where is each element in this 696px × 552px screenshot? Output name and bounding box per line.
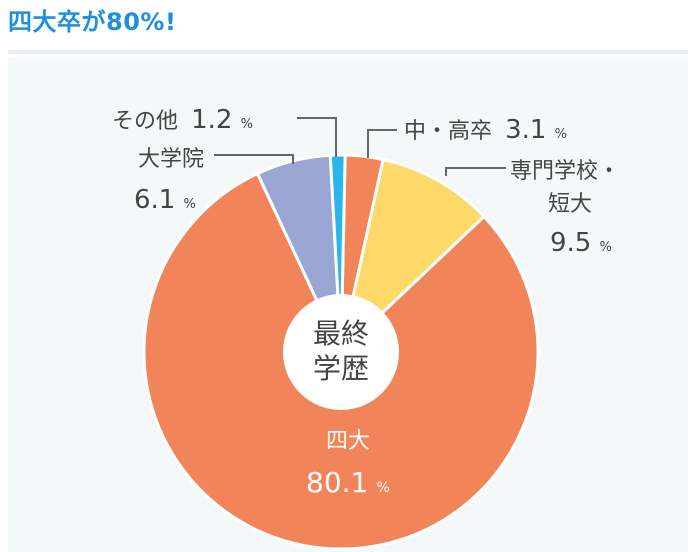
leader-line-other [297, 117, 337, 157]
slice-label-university: 四大 [326, 429, 370, 454]
center-label-line-1: 最終 [313, 317, 369, 350]
leader-line-highschool [367, 129, 397, 158]
slice-label-vocational-line-1: 専門学校・ [510, 159, 620, 184]
slice-value-university: 80.1 % [306, 466, 390, 499]
center-hole [283, 294, 399, 410]
slice-label-vocational-line-2: 短大 [548, 192, 592, 217]
leader-lines [214, 117, 506, 176]
slice-label-highschool: 中・高卒 3.1 % [404, 115, 567, 145]
slice-label-grad: 大学院 [138, 147, 204, 172]
leader-line-grad [214, 154, 294, 164]
page-title: 四大卒が80%! [8, 8, 177, 36]
slice-label-other: その他 1.2 % [112, 105, 253, 135]
slice-value-vocational: 9.5 % [550, 228, 612, 258]
pie-slice-vocational [339, 158, 486, 354]
center-label-line-2: 学歴 [313, 352, 369, 385]
leader-line-vocational [445, 167, 506, 176]
slice-value-grad: 6.1 % [134, 185, 196, 215]
title-divider [8, 50, 688, 54]
